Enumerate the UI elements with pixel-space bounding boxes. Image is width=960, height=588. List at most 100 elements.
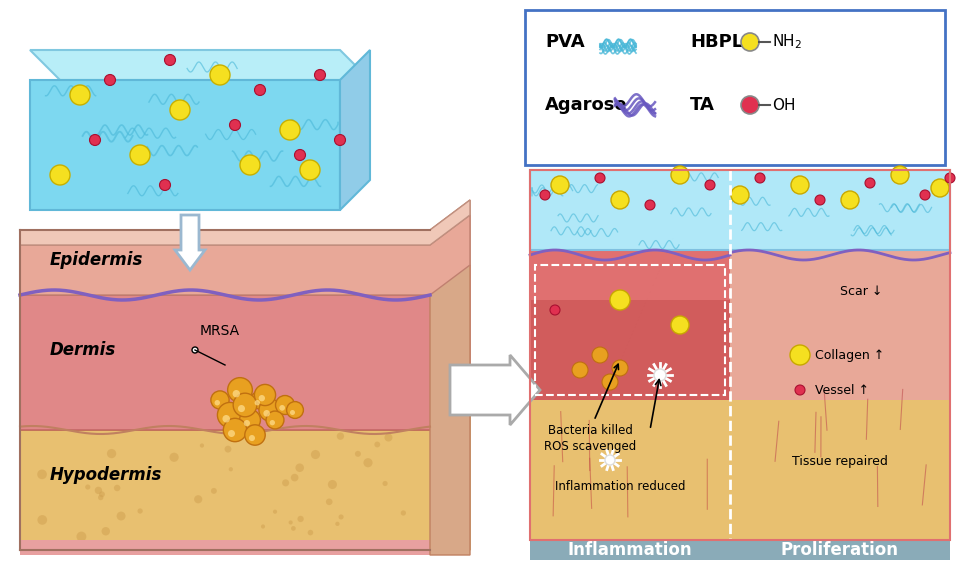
Polygon shape (20, 400, 470, 550)
Circle shape (282, 479, 289, 486)
Circle shape (325, 499, 332, 505)
Circle shape (605, 455, 615, 465)
Circle shape (164, 55, 176, 65)
Circle shape (296, 463, 304, 472)
Polygon shape (20, 215, 470, 295)
Circle shape (290, 410, 295, 415)
Polygon shape (530, 300, 730, 400)
Text: MRSA: MRSA (200, 324, 240, 338)
Circle shape (245, 425, 265, 445)
Circle shape (287, 402, 303, 419)
Circle shape (70, 85, 90, 105)
Circle shape (89, 135, 101, 145)
Circle shape (98, 495, 104, 500)
Circle shape (705, 180, 715, 190)
Circle shape (289, 520, 293, 524)
Circle shape (200, 443, 204, 447)
Circle shape (214, 400, 220, 406)
Circle shape (254, 85, 266, 95)
Circle shape (572, 362, 588, 378)
Text: NH$_2$: NH$_2$ (772, 33, 803, 51)
Circle shape (137, 509, 143, 514)
Circle shape (311, 450, 320, 459)
Circle shape (225, 446, 231, 453)
Circle shape (654, 369, 666, 381)
Circle shape (602, 374, 618, 390)
Polygon shape (730, 540, 950, 560)
Circle shape (229, 119, 241, 131)
FancyArrow shape (175, 215, 205, 270)
Circle shape (291, 474, 299, 482)
Circle shape (261, 524, 265, 529)
FancyBboxPatch shape (525, 10, 945, 165)
Circle shape (259, 399, 281, 421)
Circle shape (276, 396, 295, 415)
Circle shape (300, 160, 320, 180)
Circle shape (37, 515, 47, 525)
Circle shape (815, 195, 825, 205)
Circle shape (130, 145, 150, 165)
Text: TA: TA (690, 96, 715, 114)
Circle shape (233, 393, 257, 417)
Polygon shape (530, 540, 730, 560)
Circle shape (355, 451, 361, 457)
Circle shape (755, 173, 765, 183)
Circle shape (228, 377, 252, 402)
Circle shape (194, 495, 203, 503)
Circle shape (192, 347, 198, 353)
Circle shape (540, 190, 550, 200)
Circle shape (865, 178, 875, 188)
Circle shape (307, 530, 313, 536)
Text: Collagen ↑: Collagen ↑ (815, 349, 884, 362)
Polygon shape (530, 400, 730, 540)
Circle shape (254, 400, 260, 405)
Circle shape (116, 512, 126, 520)
Circle shape (50, 165, 70, 185)
Circle shape (791, 176, 809, 194)
Circle shape (337, 433, 344, 440)
Circle shape (159, 179, 171, 191)
Circle shape (551, 176, 569, 194)
Circle shape (211, 488, 217, 494)
Circle shape (238, 405, 245, 412)
Polygon shape (730, 250, 950, 400)
Text: Proliferation: Proliferation (781, 541, 899, 559)
Polygon shape (20, 265, 470, 430)
Circle shape (240, 410, 260, 430)
Circle shape (382, 481, 388, 486)
Circle shape (364, 458, 372, 467)
Circle shape (592, 347, 608, 363)
Text: Epidermis: Epidermis (50, 251, 143, 269)
Circle shape (99, 492, 105, 497)
Circle shape (251, 391, 269, 409)
Circle shape (102, 527, 110, 536)
Circle shape (77, 532, 86, 542)
Circle shape (671, 316, 689, 334)
Text: HBPL: HBPL (690, 33, 743, 51)
Circle shape (315, 69, 325, 81)
Circle shape (400, 510, 406, 516)
Text: Tissue repaired: Tissue repaired (792, 455, 888, 468)
Circle shape (339, 514, 344, 520)
Circle shape (211, 391, 229, 409)
Circle shape (279, 542, 287, 549)
Circle shape (295, 149, 305, 161)
Circle shape (298, 516, 303, 522)
Polygon shape (20, 200, 470, 245)
Polygon shape (20, 540, 470, 555)
Circle shape (795, 385, 805, 395)
Circle shape (671, 166, 689, 184)
Circle shape (891, 166, 909, 184)
Circle shape (550, 305, 560, 315)
Circle shape (374, 442, 380, 447)
Polygon shape (530, 170, 950, 250)
Circle shape (280, 120, 300, 140)
Circle shape (240, 155, 260, 175)
Text: Dermis: Dermis (50, 341, 116, 359)
Circle shape (612, 360, 628, 376)
Circle shape (273, 510, 277, 514)
Circle shape (228, 467, 233, 472)
Circle shape (263, 410, 270, 417)
Polygon shape (30, 50, 370, 80)
Circle shape (114, 485, 120, 491)
